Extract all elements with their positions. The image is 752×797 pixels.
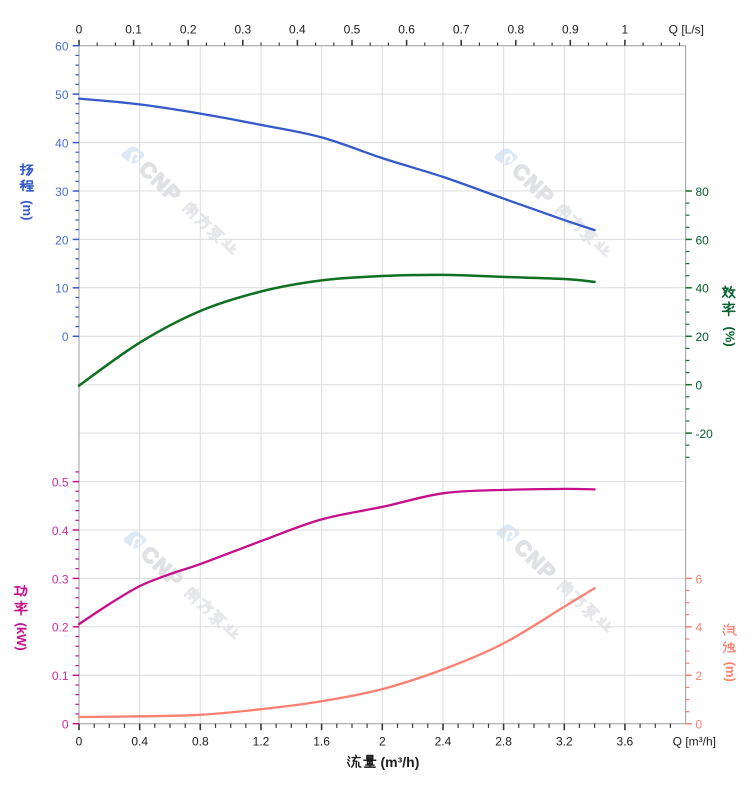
svg-text:0.1: 0.1 — [52, 669, 69, 683]
svg-text:10: 10 — [55, 282, 69, 296]
svg-text:60: 60 — [55, 40, 69, 54]
svg-text:2.8: 2.8 — [495, 734, 512, 748]
svg-text:0.2: 0.2 — [52, 621, 69, 635]
svg-text:0.4: 0.4 — [131, 734, 148, 748]
svg-text:0.1: 0.1 — [125, 23, 142, 37]
svg-text:1: 1 — [622, 23, 629, 37]
svg-text:20: 20 — [55, 233, 69, 247]
svg-text:(%): (%) — [722, 327, 737, 347]
svg-text:0: 0 — [62, 718, 69, 732]
svg-text:80: 80 — [696, 185, 710, 199]
svg-text:0: 0 — [76, 23, 83, 37]
svg-text:40: 40 — [55, 137, 69, 151]
svg-text:0.8: 0.8 — [507, 23, 524, 37]
svg-text:1.2: 1.2 — [253, 734, 270, 748]
svg-text:0: 0 — [76, 734, 83, 748]
svg-text:0.7: 0.7 — [453, 23, 470, 37]
svg-text:40: 40 — [696, 282, 710, 296]
svg-text:0.6: 0.6 — [398, 23, 415, 37]
svg-text:(m): (m) — [723, 662, 738, 682]
svg-text:1.6: 1.6 — [313, 734, 330, 748]
svg-text:Q [m³/h]: Q [m³/h] — [673, 734, 716, 748]
svg-text:2: 2 — [379, 734, 386, 748]
svg-text:3.2: 3.2 — [556, 734, 573, 748]
svg-text:0.5: 0.5 — [344, 23, 361, 37]
svg-text:0.9: 0.9 — [562, 23, 579, 37]
svg-text:0.8: 0.8 — [192, 734, 209, 748]
svg-text:-20: -20 — [696, 427, 714, 441]
svg-text:0: 0 — [696, 379, 703, 393]
svg-text:4: 4 — [696, 621, 703, 635]
svg-text:0.2: 0.2 — [180, 23, 197, 37]
svg-text:3.6: 3.6 — [617, 734, 634, 748]
svg-text:0.5: 0.5 — [52, 476, 69, 490]
svg-text:0.3: 0.3 — [52, 572, 69, 586]
svg-text:(kW): (kW) — [14, 623, 29, 651]
svg-text:30: 30 — [55, 185, 69, 199]
svg-text:50: 50 — [55, 88, 69, 102]
svg-text:2: 2 — [696, 669, 703, 683]
svg-text:(m³/h): (m³/h) — [381, 754, 420, 770]
svg-text:0: 0 — [696, 718, 703, 732]
svg-text:Q [L/s]: Q [L/s] — [669, 23, 704, 37]
svg-text:0.4: 0.4 — [52, 524, 69, 538]
svg-text:0: 0 — [62, 330, 69, 344]
svg-text:0.4: 0.4 — [289, 23, 306, 37]
svg-text:2.4: 2.4 — [435, 734, 452, 748]
svg-text:0.3: 0.3 — [234, 23, 251, 37]
svg-text:6: 6 — [696, 572, 703, 586]
svg-text:60: 60 — [696, 233, 710, 247]
svg-text:(m): (m) — [20, 200, 35, 220]
svg-text:20: 20 — [696, 330, 710, 344]
